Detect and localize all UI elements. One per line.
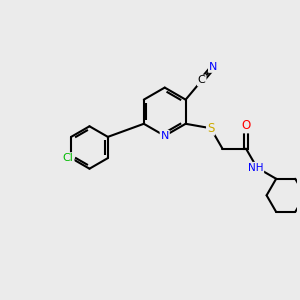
Text: NH: NH [248, 163, 263, 173]
Text: S: S [207, 122, 214, 135]
Text: Cl: Cl [63, 153, 74, 163]
Text: N: N [160, 131, 169, 141]
Text: N: N [209, 62, 217, 72]
Text: C: C [198, 76, 206, 85]
Text: O: O [242, 119, 250, 132]
